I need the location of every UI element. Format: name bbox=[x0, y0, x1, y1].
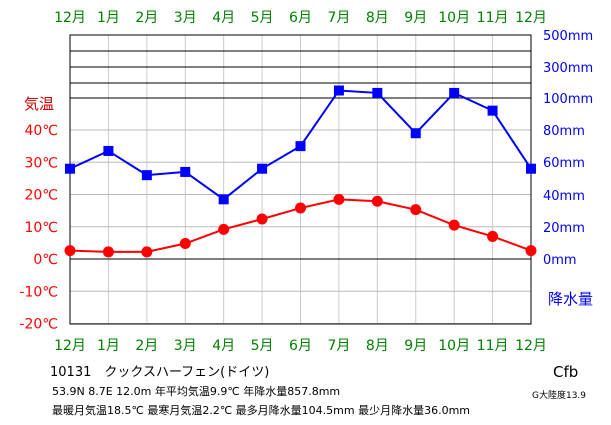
month-label-bottom: 12月 bbox=[515, 338, 547, 354]
precipitation-point bbox=[372, 87, 383, 98]
month-label-bottom: 7月 bbox=[327, 338, 350, 354]
month-label-bottom: 9月 bbox=[404, 338, 427, 354]
month-label-top: 6月 bbox=[289, 10, 312, 26]
precipitation-tick-label: 300mm bbox=[543, 61, 593, 76]
month-label-top: 3月 bbox=[174, 10, 197, 26]
temperature-point bbox=[525, 245, 537, 257]
precipitation-point bbox=[526, 163, 536, 174]
temperature-point bbox=[102, 246, 114, 258]
precipitation-tick-label: 0mm bbox=[543, 253, 577, 268]
month-label-top: 1月 bbox=[97, 10, 120, 26]
month-label-bottom: 6月 bbox=[289, 338, 312, 354]
temperature-tick-label: -20℃ bbox=[19, 317, 58, 333]
precipitation-point bbox=[449, 87, 460, 98]
temperature-axis-ticks: 40℃ 30℃ 20℃ 10℃ 0℃ -10℃ -20℃ bbox=[19, 123, 58, 333]
month-label-top: 5月 bbox=[251, 10, 274, 26]
month-label-bottom: 5月 bbox=[251, 338, 274, 354]
precipitation-tick-label: 40mm bbox=[543, 189, 585, 204]
precipitation-axis-ticks: 500mm 300mm 100mm 80mm 60mm 40mm 20mm 0mm bbox=[543, 29, 593, 268]
temperature-tick-label: 20℃ bbox=[24, 188, 58, 204]
temperature-point bbox=[410, 204, 422, 216]
temperature-axis-title: 気温 bbox=[24, 95, 54, 113]
temperature-tick-label: 40℃ bbox=[24, 123, 58, 139]
continentality-index: G大陸度13.9 bbox=[532, 391, 587, 401]
temperature-point bbox=[448, 219, 460, 231]
month-label-top: 7月 bbox=[327, 10, 350, 26]
temperature-tick-label: 0℃ bbox=[33, 252, 58, 268]
plot-frame bbox=[69, 34, 532, 325]
series-layer bbox=[64, 85, 537, 258]
koppen-climate-code: Cfb bbox=[553, 363, 579, 381]
temperature-point bbox=[295, 202, 306, 214]
month-label-bottom: 11月 bbox=[477, 338, 509, 354]
month-label-bottom: 12月 bbox=[54, 338, 86, 354]
month-label-bottom: 4月 bbox=[212, 338, 235, 354]
month-label-top: 10月 bbox=[438, 10, 470, 26]
temperature-point bbox=[371, 195, 383, 207]
temperature-tick-label: 30℃ bbox=[24, 155, 58, 171]
station-stats-line-2: 最暖月気温18.5℃ 最寒月気温2.2℃ 最多月降水量104.5mm 最少月降水… bbox=[52, 404, 471, 417]
grid-lines bbox=[70, 34, 531, 324]
precipitation-point bbox=[103, 145, 114, 156]
precipitation-point bbox=[333, 85, 344, 96]
precipitation-axis-title: 降水量 bbox=[548, 290, 593, 308]
temperature-point bbox=[64, 245, 76, 257]
temperature-point bbox=[179, 238, 191, 250]
month-label-bottom: 1月 bbox=[97, 338, 120, 354]
precipitation-point bbox=[410, 128, 421, 139]
precipitation-point bbox=[295, 141, 306, 152]
month-label-top: 12月 bbox=[54, 10, 86, 26]
month-label-bottom: 2月 bbox=[135, 338, 158, 354]
precipitation-tick-label: 60mm bbox=[543, 156, 585, 171]
month-label-bottom: 10月 bbox=[438, 338, 470, 354]
precipitation-point bbox=[257, 163, 268, 174]
temperature-tick-label: -10℃ bbox=[19, 284, 58, 300]
temperature-point bbox=[141, 246, 153, 258]
temperature-tick-label: 10℃ bbox=[24, 220, 58, 236]
precipitation-tick-label: 80mm bbox=[543, 124, 585, 139]
precipitation-point bbox=[180, 166, 191, 177]
temperature-point bbox=[218, 223, 230, 235]
bottom-month-labels: 12月 1月 2月 3月 4月 5月 6月 7月 8月 9月 10月 11月 12月 bbox=[54, 338, 547, 354]
temperature-point bbox=[333, 193, 345, 205]
temperature-point bbox=[487, 230, 499, 242]
month-label-top: 12月 bbox=[515, 10, 547, 26]
month-label-top: 8月 bbox=[366, 10, 389, 26]
month-label-bottom: 8月 bbox=[366, 338, 389, 354]
station-name: 10131 クックスハーフェン(ドイツ) bbox=[50, 365, 270, 380]
station-stats-line-1: 53.9N 8.7E 12.0m 年平均気温9.9℃ 年降水量857.8mm bbox=[52, 385, 341, 398]
precipitation-tick-label: 20mm bbox=[543, 221, 585, 236]
month-label-top: 11月 bbox=[477, 10, 509, 26]
precipitation-point bbox=[141, 170, 152, 181]
temperature-point bbox=[256, 213, 268, 225]
precipitation-tick-label: 500mm bbox=[543, 29, 593, 44]
precipitation-point bbox=[65, 163, 75, 174]
precipitation-point bbox=[487, 105, 498, 116]
precipitation-point bbox=[218, 194, 229, 205]
top-month-labels: 12月 1月 2月 3月 4月 5月 6月 7月 8月 9月 10月 11月 12月 bbox=[54, 10, 547, 26]
month-label-top: 4月 bbox=[212, 10, 235, 26]
month-label-bottom: 3月 bbox=[174, 338, 197, 354]
precipitation-tick-label: 100mm bbox=[543, 92, 593, 107]
month-label-top: 2月 bbox=[135, 10, 158, 26]
month-label-top: 9月 bbox=[404, 10, 427, 26]
